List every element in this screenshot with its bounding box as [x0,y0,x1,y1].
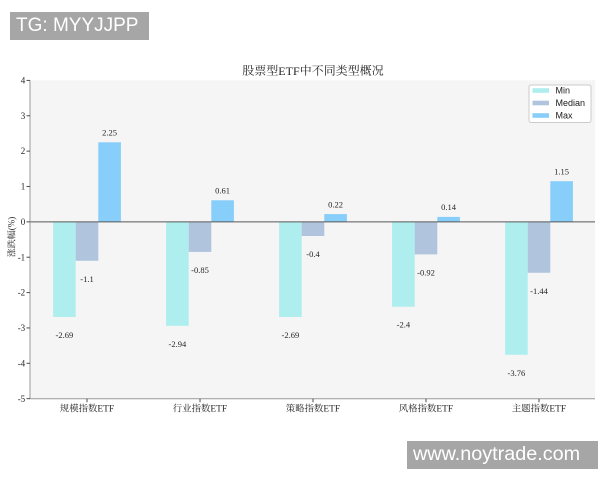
svg-text:Max: Max [556,111,574,121]
svg-text:-3.76: -3.76 [508,368,526,378]
svg-text:-3: -3 [18,323,26,333]
svg-text:-2.94: -2.94 [169,339,187,349]
svg-text:-5: -5 [18,394,26,404]
svg-text:0.22: 0.22 [328,199,343,209]
svg-text:Min: Min [556,86,571,96]
svg-text:-1.44: -1.44 [530,286,548,296]
svg-text:ETF: ETF [436,405,453,415]
svg-text:-2: -2 [18,288,26,298]
svg-text:-2.69: -2.69 [282,330,300,340]
svg-text:0.61: 0.61 [215,186,230,196]
svg-text:ETF: ETF [210,405,227,415]
svg-text:1: 1 [21,182,26,192]
svg-text:ETF: ETF [549,405,566,415]
svg-text:(%): (%) [7,217,17,231]
svg-text:Median: Median [556,98,586,108]
svg-text:-1: -1 [18,252,26,262]
svg-text:-0.85: -0.85 [191,265,209,275]
svg-text:ETF: ETF [97,405,114,415]
svg-text:-2.69: -2.69 [56,330,74,340]
svg-text:-1.1: -1.1 [80,274,93,284]
svg-text:-0.4: -0.4 [306,249,320,259]
svg-text:2.25: 2.25 [102,128,117,138]
svg-text:-2.4: -2.4 [397,320,411,330]
svg-text:-0.92: -0.92 [417,267,435,277]
svg-text:ETF: ETF [323,405,340,415]
svg-text:4: 4 [21,76,26,86]
svg-text:-4: -4 [18,358,26,368]
svg-text:3: 3 [21,111,26,121]
svg-text:2: 2 [21,146,26,156]
svg-text:0.14: 0.14 [441,202,457,212]
svg-text:0: 0 [21,217,26,227]
svg-text:1.15: 1.15 [554,166,569,176]
svg-text:ETF: ETF [278,64,300,78]
